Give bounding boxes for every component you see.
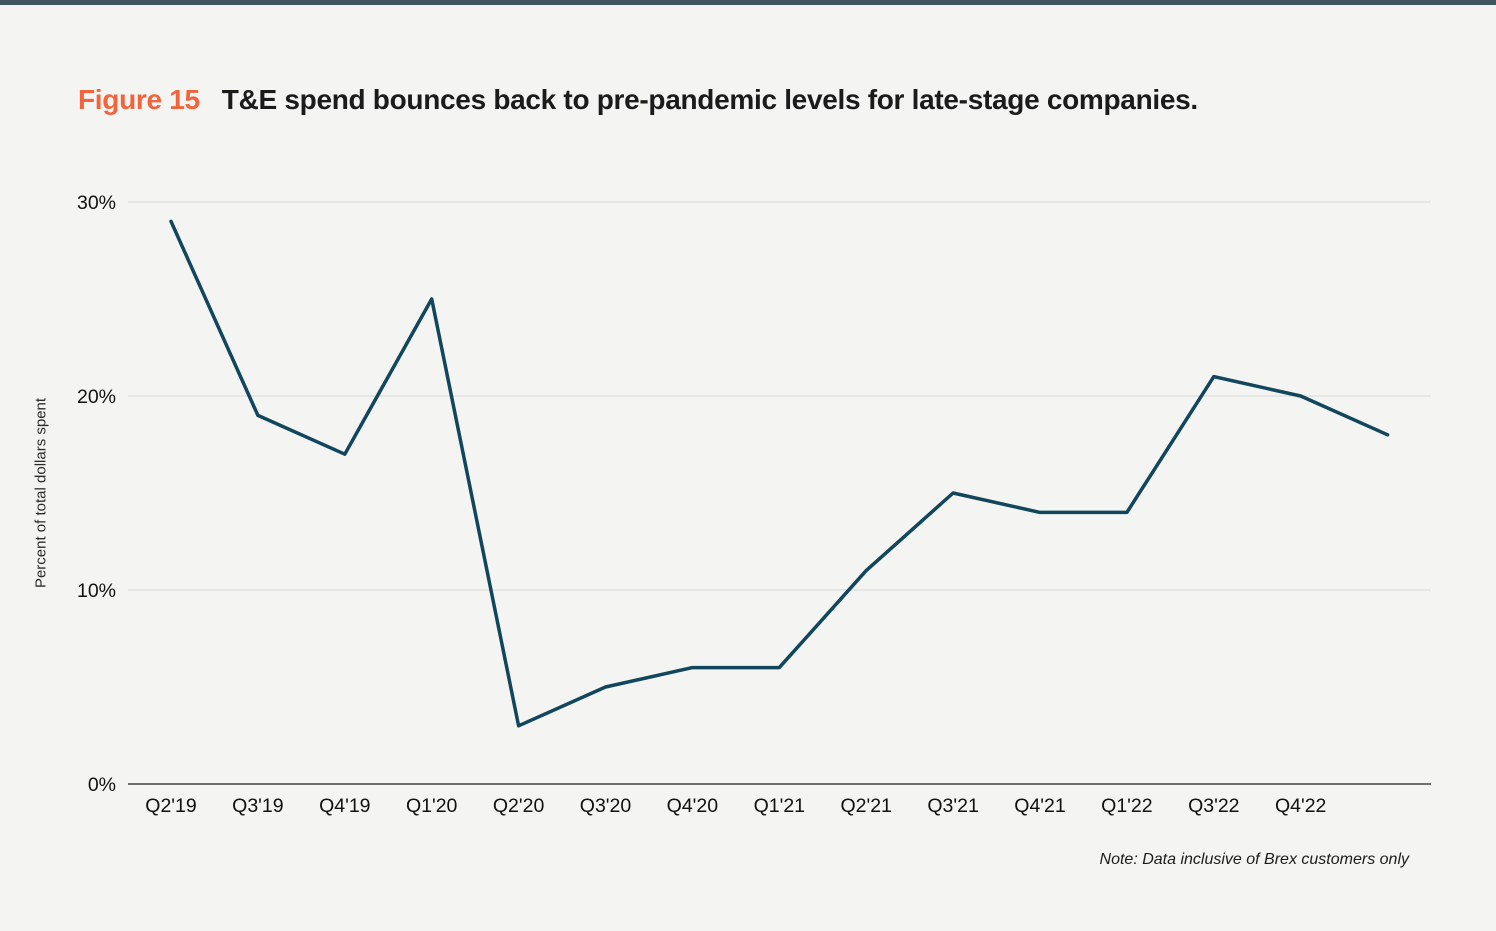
x-tick-label: Q3'20 xyxy=(580,795,632,817)
x-tick-label: Q1'22 xyxy=(1101,795,1152,817)
x-tick-label: Q3'19 xyxy=(232,795,283,817)
x-tick-label: Q1'20 xyxy=(406,795,458,817)
figure-label: Figure 15 xyxy=(78,84,200,115)
x-tick-label: Q2'21 xyxy=(840,795,891,817)
brand-top-bar xyxy=(0,0,1496,5)
chart-footnote: Note: Data inclusive of Brex customers o… xyxy=(1099,851,1409,868)
x-tick-label: Q1'21 xyxy=(754,795,805,817)
x-tick-label: Q4'21 xyxy=(1014,795,1065,817)
y-tick-label: 0% xyxy=(88,774,116,796)
x-tick-label: Q2'20 xyxy=(493,795,545,817)
trend-line xyxy=(169,219,1390,728)
y-tick-label: 20% xyxy=(77,386,116,408)
x-tick-label: Q4'19 xyxy=(319,795,370,817)
x-tick-label: Q4'20 xyxy=(667,795,719,817)
x-tick-label: Q3'21 xyxy=(927,795,978,817)
x-tick-label: Q3'22 xyxy=(1188,795,1239,817)
chart-title: T&E spend bounces back to pre-pandemic l… xyxy=(221,84,1198,115)
figure-header: Figure 15 T&E spend bounces back to pre-… xyxy=(78,84,1198,116)
x-tick-label: Q4'22 xyxy=(1275,795,1326,817)
y-tick-label: 10% xyxy=(77,580,116,602)
y-tick-label: 30% xyxy=(77,192,116,214)
y-axis-title: Percent of total dollars spent xyxy=(32,397,50,589)
x-tick-label: Q2'19 xyxy=(145,795,196,817)
